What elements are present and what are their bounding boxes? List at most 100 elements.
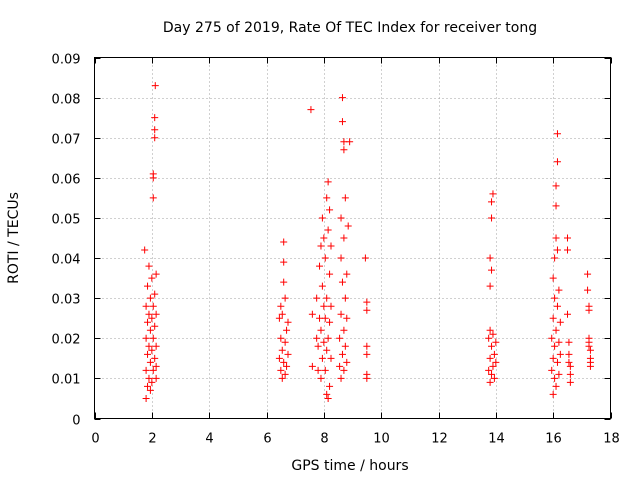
data-point xyxy=(281,294,289,302)
y-tick-label: 0.06 xyxy=(52,173,81,188)
y-tick-label: 0.03 xyxy=(52,293,81,308)
data-point xyxy=(343,270,351,278)
data-point xyxy=(149,366,157,374)
data-point xyxy=(145,262,153,270)
data-point xyxy=(346,138,354,146)
data-point xyxy=(551,342,559,350)
data-point xyxy=(548,334,556,342)
data-point xyxy=(338,278,346,286)
data-point xyxy=(318,354,326,362)
data-point xyxy=(277,334,285,342)
data-point xyxy=(152,270,160,278)
data-point xyxy=(549,314,557,322)
data-point xyxy=(149,170,157,178)
data-point xyxy=(488,266,496,274)
data-point xyxy=(488,370,496,378)
data-point xyxy=(555,338,563,346)
data-point xyxy=(318,214,326,222)
data-point xyxy=(552,382,560,390)
data-point xyxy=(151,126,159,134)
data-point xyxy=(552,326,560,334)
data-point xyxy=(488,198,496,206)
data-point xyxy=(326,270,334,278)
data-point xyxy=(488,214,496,222)
data-point xyxy=(148,346,156,354)
data-point xyxy=(556,350,564,358)
data-point xyxy=(145,374,153,382)
data-point xyxy=(489,190,497,198)
y-tick-label: 0.02 xyxy=(52,333,81,348)
data-point xyxy=(486,378,494,386)
data-point xyxy=(321,314,329,322)
data-point xyxy=(148,378,156,386)
data-point xyxy=(548,366,556,374)
data-point xyxy=(326,206,334,214)
data-point xyxy=(280,258,288,266)
data-point xyxy=(151,322,159,330)
data-point xyxy=(317,242,325,250)
data-point xyxy=(275,354,283,362)
data-point xyxy=(316,262,324,270)
data-point xyxy=(142,334,150,342)
data-point xyxy=(553,358,561,366)
y-tick-labels: 0 0.01 0.02 0.03 0.04 0.05 0.06 0.07 0.08 0.09 xyxy=(52,53,81,429)
data-point xyxy=(555,370,563,378)
x-tick-label: 8 xyxy=(320,432,328,447)
data-point xyxy=(144,282,152,290)
data-point xyxy=(553,302,561,310)
data-point xyxy=(314,342,322,350)
data-point xyxy=(551,254,559,262)
data-point xyxy=(337,374,345,382)
data-point xyxy=(142,394,150,402)
data-point xyxy=(321,254,329,262)
data-point xyxy=(146,386,154,394)
data-point xyxy=(566,378,574,386)
data-point xyxy=(337,254,345,262)
data-point xyxy=(308,362,316,370)
data-point xyxy=(549,274,557,282)
data-point xyxy=(318,282,326,290)
data-point xyxy=(145,342,153,350)
data-point xyxy=(148,274,156,282)
data-point xyxy=(326,382,334,390)
data-point xyxy=(281,338,289,346)
data-point xyxy=(307,106,315,114)
y-tick-label: 0.04 xyxy=(52,253,81,268)
data-point xyxy=(320,234,328,242)
data-point xyxy=(320,302,328,310)
data-point xyxy=(151,290,159,298)
data-point xyxy=(553,158,561,166)
data-point xyxy=(549,390,557,398)
data-point xyxy=(313,294,321,302)
data-point xyxy=(586,362,594,370)
data-point xyxy=(145,310,153,318)
data-point xyxy=(336,334,344,342)
data-point xyxy=(326,318,334,326)
data-point xyxy=(149,302,157,310)
data-point xyxy=(324,334,332,342)
data-point xyxy=(361,254,369,262)
x-tick-label: 4 xyxy=(205,432,213,447)
data-point xyxy=(488,342,496,350)
data-point xyxy=(324,178,332,186)
data-point xyxy=(151,114,159,122)
data-point xyxy=(551,294,559,302)
data-point xyxy=(341,294,349,302)
data-point xyxy=(324,394,332,402)
data-point xyxy=(146,294,154,302)
data-point xyxy=(363,298,371,306)
data-point xyxy=(323,346,331,354)
data-point xyxy=(320,338,328,346)
data-point xyxy=(278,346,286,354)
data-point xyxy=(146,326,154,334)
data-point xyxy=(485,366,493,374)
x-axis-label: GPS time / hours xyxy=(291,458,408,474)
data-point xyxy=(565,350,573,358)
data-point xyxy=(308,310,316,318)
data-point xyxy=(564,310,571,318)
data-point xyxy=(585,306,593,314)
data-point xyxy=(486,354,494,362)
data-point xyxy=(551,374,559,382)
data-point xyxy=(142,302,150,310)
data-point xyxy=(340,366,348,374)
